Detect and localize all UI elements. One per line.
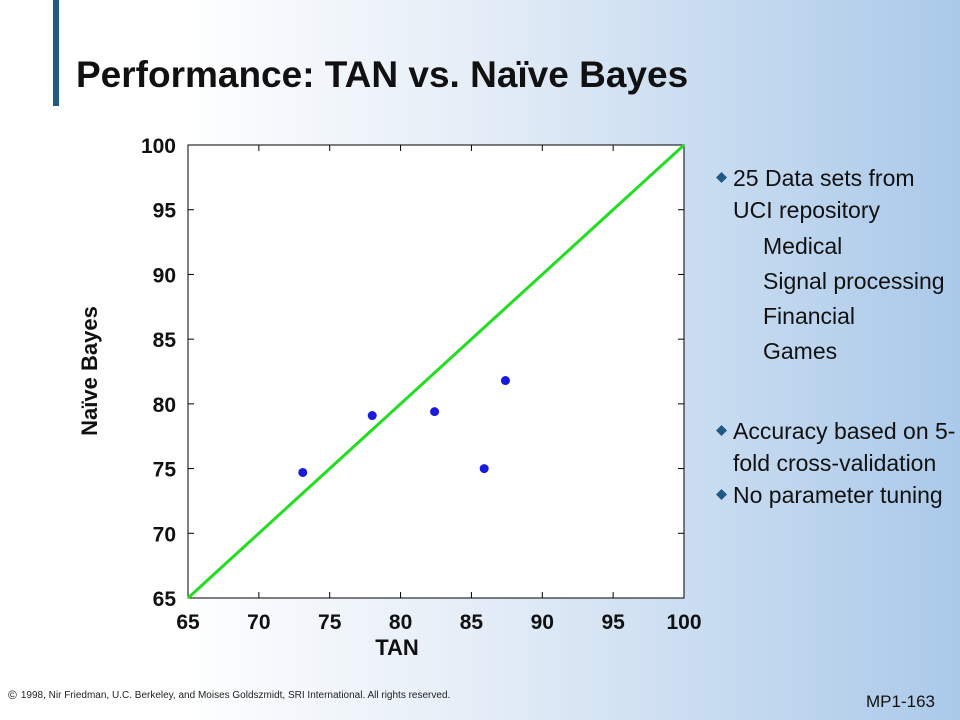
- data-point: [298, 467, 308, 477]
- y-tick-label: 65: [153, 588, 177, 611]
- y-tick-label: 90: [153, 264, 176, 287]
- data-point: [479, 464, 489, 474]
- bullet-text: Accuracy based on 5-fold cross-validatio…: [733, 418, 956, 476]
- plot-area: 65 70 75 80 85 90 95 100 65 70 75 80 85 90 95 100 TAN Naï…: [77, 135, 702, 660]
- x-tick-label: 80: [389, 611, 412, 634]
- bullet-list: 25 Data sets from UCI repository Medical…: [716, 162, 956, 511]
- x-tick-label: 95: [601, 611, 625, 634]
- y-tick-label: 95: [153, 200, 177, 223]
- y-tick-label: 75: [153, 459, 177, 482]
- sub-item-games: Games: [763, 338, 838, 364]
- x-tick-label: 75: [318, 611, 342, 634]
- slide-title: Performance: TAN vs. Naïve Bayes: [76, 54, 689, 95]
- copyright-symbol: ©: [8, 688, 17, 702]
- x-tick-label: 100: [666, 611, 701, 634]
- bullet-item: 25 Data sets from UCI repository: [716, 162, 956, 226]
- x-tick-label: 65: [176, 611, 200, 634]
- x-axis-label: TAN: [375, 635, 419, 660]
- bullet-item: Accuracy based on 5-fold cross-validatio…: [716, 415, 956, 479]
- sub-item-signal-processing: Signal processing: [763, 268, 945, 294]
- data-point: [500, 376, 510, 386]
- y-tick-label: 70: [153, 523, 176, 546]
- diamond-icon: [716, 489, 727, 500]
- data-point: [367, 411, 377, 421]
- copyright-footer: © 1998, Nir Friedman, U.C. Berkeley, and …: [8, 688, 450, 702]
- diagonal-reference-line: [186, 143, 686, 600]
- sub-item-financial: Financial: [763, 303, 856, 329]
- x-tick-label: 90: [531, 611, 554, 634]
- bullet-text: No parameter tuning: [733, 482, 943, 508]
- y-tick-label: 80: [153, 394, 176, 417]
- x-tick-label: 70: [247, 611, 270, 634]
- data-point: [430, 407, 440, 417]
- slide-number: MP1-163: [866, 692, 935, 711]
- diamond-icon: [716, 425, 727, 436]
- diamond-icon: [716, 172, 727, 183]
- copyright-text: 1998, Nir Friedman, U.C. Berkeley, and M…: [20, 690, 451, 701]
- bullet-item: No parameter tuning: [716, 479, 956, 511]
- bullet-text: 25 Data sets from UCI repository: [733, 165, 915, 223]
- sub-item-medical: Medical: [763, 233, 843, 259]
- x-tick-label: 85: [460, 611, 484, 634]
- y-tick-label: 100: [141, 135, 176, 158]
- title-accent-bar: [53, 0, 59, 106]
- y-axis-label: Naïve Bayes: [77, 306, 102, 436]
- y-tick-label: 85: [153, 329, 177, 352]
